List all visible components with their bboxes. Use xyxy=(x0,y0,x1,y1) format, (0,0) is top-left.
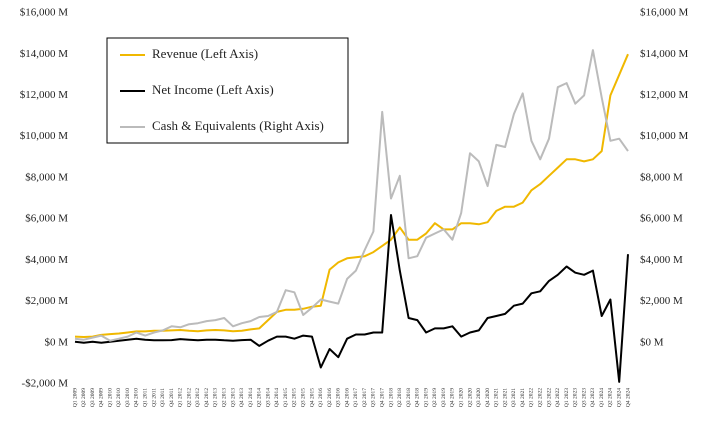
x-tick-label: Q1 2011 xyxy=(142,388,148,407)
x-tick-label: Q4 2019 xyxy=(450,388,456,407)
x-tick-label: Q2 2017 xyxy=(362,388,368,407)
x-tick-label: Q3 2015 xyxy=(300,388,306,407)
x-tick-label: Q4 2009 xyxy=(99,388,105,407)
x-tick-label: Q3 2018 xyxy=(406,388,412,407)
x-tick-label: Q3 2012 xyxy=(195,388,201,407)
x-tick-label: Q3 2019 xyxy=(441,388,447,407)
x-tick-label: Q3 2013 xyxy=(230,388,236,407)
x-tick-label: Q2 2009 xyxy=(81,388,87,407)
y-tick-label: $6,000 M xyxy=(25,213,68,225)
y2-tick-label: $14,000 M xyxy=(640,48,689,60)
x-tick-label: Q3 2024 xyxy=(616,388,622,407)
x-tick-label: Q1 2010 xyxy=(107,388,113,407)
legend-label: Cash & Equivalents (Right Axis) xyxy=(152,118,324,133)
legend-box xyxy=(106,37,349,144)
series-line xyxy=(74,53,629,338)
x-tick-label: Q2 2012 xyxy=(186,388,192,407)
x-tick-label: Q2 2019 xyxy=(432,388,438,407)
x-tick-label: Q3 2010 xyxy=(125,388,131,407)
x-tick-label: Q1 2023 xyxy=(564,388,570,407)
series-line xyxy=(74,49,629,342)
x-tick-label: Q3 2022 xyxy=(546,388,552,407)
x-tick-label: Q1 2022 xyxy=(529,388,535,407)
x-tick-label: Q4 2011 xyxy=(169,388,175,407)
y-tick-label: $14,000 M xyxy=(20,48,69,60)
y-tick-label: $2,000 M xyxy=(25,295,68,307)
legend-label: Revenue (Left Axis) xyxy=(152,46,258,61)
x-tick-label: Q3 2014 xyxy=(265,388,271,407)
x-tick-label: Q3 2021 xyxy=(511,388,517,407)
y2-tick-label: $2,000 M xyxy=(640,295,683,307)
x-tick-label: Q2 2024 xyxy=(608,388,614,407)
x-tick-label: Q1 2015 xyxy=(283,388,289,407)
y2-tick-label: $0 M xyxy=(640,336,664,348)
x-tick-label: Q4 2021 xyxy=(520,388,526,407)
x-tick-label: Q2 2021 xyxy=(502,388,508,407)
x-tick-label: Q1 2021 xyxy=(494,388,500,407)
y2-tick-label: $10,000 M xyxy=(640,130,689,142)
x-tick-label: Q4 2013 xyxy=(239,388,245,407)
x-tick-label: Q4 2012 xyxy=(204,388,210,407)
x-tick-label: Q4 2018 xyxy=(415,388,421,407)
x-tick-label: Q2 2014 xyxy=(257,388,263,407)
y-tick-label: $16,000 M xyxy=(20,7,69,19)
x-tick-label: Q4 2024 xyxy=(625,388,631,407)
y-tick-label: $8,000 M xyxy=(25,171,68,183)
y-tick-label: $12,000 M xyxy=(20,89,69,101)
x-tick-label: Q4 2022 xyxy=(555,388,561,407)
x-tick-label: Q1 2019 xyxy=(423,388,429,407)
x-tick-label: Q3 2011 xyxy=(160,388,166,407)
series-line xyxy=(74,214,629,383)
x-tick-label: Q3 2023 xyxy=(581,388,587,407)
x-tick-label: Q4 2023 xyxy=(590,388,596,407)
x-tick-label: Q2 2013 xyxy=(221,388,227,407)
y2-tick-label: $8,000 M xyxy=(640,171,683,183)
legend-label: Net Income (Left Axis) xyxy=(152,82,274,97)
x-tick-label: Q1 2013 xyxy=(213,388,219,407)
y-tick-label: $10,000 M xyxy=(20,130,69,142)
x-tick-label: Q4 2014 xyxy=(274,388,280,407)
x-tick-label: Q1 2016 xyxy=(318,388,324,407)
x-tick-label: Q1 2020 xyxy=(458,388,464,407)
x-tick-label: Q2 2023 xyxy=(573,388,579,407)
x-tick-label: Q1 2017 xyxy=(353,388,359,407)
x-tick-label: Q2 2015 xyxy=(292,388,298,407)
x-tick-label: Q4 2015 xyxy=(309,388,315,407)
x-tick-label: Q2 2020 xyxy=(467,388,473,407)
x-tick-label: Q3 2009 xyxy=(90,388,96,407)
y-tick-label: $4,000 M xyxy=(25,254,68,266)
x-tick-label: Q3 2017 xyxy=(371,388,377,407)
x-tick-label: Q1 2018 xyxy=(388,388,394,407)
x-tick-label: Q1 2009 xyxy=(72,388,78,407)
x-tick-label: Q2 2011 xyxy=(151,388,157,407)
x-tick-label: Q1 2012 xyxy=(178,388,184,407)
x-tick-label: Q1 2014 xyxy=(248,388,254,407)
y2-tick-label: $4,000 M xyxy=(640,254,683,266)
x-tick-label: Q3 2020 xyxy=(476,388,482,407)
x-tick-label: Q4 2016 xyxy=(344,388,350,407)
x-tick-label: Q2 2018 xyxy=(397,388,403,407)
x-tick-label: Q4 2010 xyxy=(134,388,140,407)
x-tick-label: Q4 2017 xyxy=(379,388,385,407)
y2-tick-label: $12,000 M xyxy=(640,89,689,101)
x-tick-label: Q2 2022 xyxy=(537,388,543,407)
y2-tick-label: $6,000 M xyxy=(640,213,683,225)
x-tick-label: Q1 2024 xyxy=(599,388,605,407)
x-tick-label: Q2 2010 xyxy=(116,388,122,407)
x-tick-label: Q3 2016 xyxy=(336,388,342,407)
x-tick-label: Q2 2016 xyxy=(327,388,333,407)
y-tick-label: $0 M xyxy=(44,336,68,348)
x-tick-label: Q4 2020 xyxy=(485,388,491,407)
y2-tick-label: $16,000 M xyxy=(640,7,689,19)
y-tick-label: -$2,000 M xyxy=(22,378,69,390)
